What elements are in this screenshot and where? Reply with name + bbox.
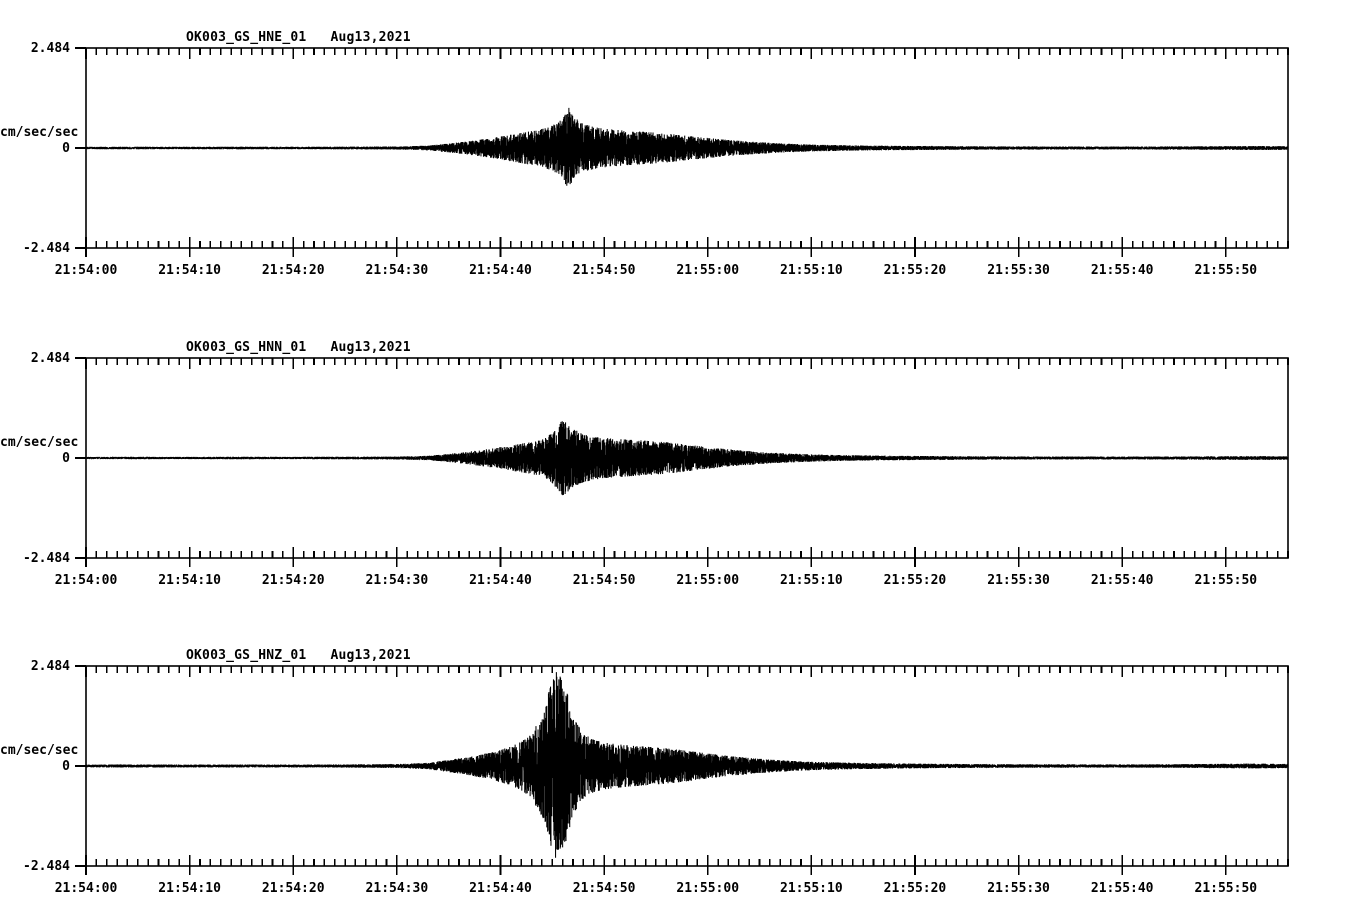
plot-area-hne <box>75 47 1289 257</box>
x-tick-label: 21:54:50 <box>572 881 636 896</box>
x-tick-label: 21:55:40 <box>1090 263 1154 278</box>
waveform-baseline-hne <box>85 131 1289 167</box>
x-tick-label: 21:54:40 <box>469 881 532 896</box>
x-tick-label: 21:55:20 <box>883 573 947 588</box>
plot-area-hnn <box>75 357 1289 567</box>
x-tick-label: 21:54:00 <box>54 881 118 896</box>
x-tick-label: 21:54:30 <box>365 263 429 278</box>
x-tick-label: 21:55:10 <box>780 263 843 278</box>
panel-title-hnz: OK003_GS_HNZ_01 Aug13,2021 <box>186 648 411 663</box>
x-tick-label: 21:55:00 <box>676 881 740 896</box>
x-tick-label: 21:55:00 <box>676 573 740 588</box>
x-tick-label: 21:55:10 <box>780 881 843 896</box>
x-tick-label: 21:55:10 <box>780 573 843 588</box>
x-tick-label: 21:54:30 <box>365 881 429 896</box>
y-axis-units-label-hne: cm/sec/sec <box>0 125 79 140</box>
y-tick-bottom-hne: -2.484 <box>23 241 70 256</box>
x-tick-label: 21:54:00 <box>54 573 118 588</box>
x-tick-label: 21:55:40 <box>1090 573 1154 588</box>
y-axis-ticks <box>75 47 86 249</box>
x-tick-label: 21:54:10 <box>158 263 221 278</box>
x-tick-label: 21:55:30 <box>987 881 1050 896</box>
y-tick-top-hne: 2.484 <box>30 41 70 56</box>
y-axis-units-label-hnn: cm/sec/sec <box>0 435 79 450</box>
waveform-baseline-hnn <box>85 443 1289 471</box>
x-tick-label: 21:55:20 <box>883 881 947 896</box>
x-tick-label: 21:54:30 <box>365 573 429 588</box>
x-tick-label: 21:55:50 <box>1194 263 1258 278</box>
axis-ticks <box>85 48 1289 257</box>
y-tick-mid-hnn: 0 <box>62 451 70 466</box>
y-tick-top-hnz: 2.484 <box>30 659 70 674</box>
x-tick-label: 21:55:30 <box>987 573 1050 588</box>
y-tick-top-hnn: 2.484 <box>30 351 70 366</box>
panel-title-hnn: OK003_GS_HNN_01 Aug13,2021 <box>186 340 411 355</box>
x-tick-label: 21:54:00 <box>54 263 118 278</box>
x-tick-label: 21:54:50 <box>572 263 636 278</box>
panel-title-hne: OK003_GS_HNE_01 Aug13,2021 <box>186 30 411 45</box>
waveform-baseline-hnz <box>85 719 1289 801</box>
axis-ticks <box>85 666 1289 875</box>
y-axis-ticks <box>75 357 86 559</box>
x-tick-label: 21:55:50 <box>1194 881 1258 896</box>
axis-ticks <box>85 358 1289 567</box>
x-tick-label: 21:54:40 <box>469 263 532 278</box>
y-tick-bottom-hnz: -2.484 <box>23 859 70 874</box>
x-tick-label: 21:54:10 <box>158 573 221 588</box>
x-tick-label: 21:55:30 <box>987 263 1050 278</box>
x-tick-label: 21:54:20 <box>261 263 325 278</box>
y-tick-mid-hne: 0 <box>62 141 70 156</box>
x-tick-label: 21:54:20 <box>261 573 325 588</box>
y-axis-units-label-hnz: cm/sec/sec <box>0 743 79 758</box>
x-tick-label: 21:55:00 <box>676 263 740 278</box>
x-tick-label: 21:55:40 <box>1090 881 1154 896</box>
y-axis-ticks <box>75 665 86 867</box>
x-tick-label: 21:54:40 <box>469 573 532 588</box>
y-tick-mid-hnz: 0 <box>62 759 70 774</box>
x-tick-label: 21:54:50 <box>572 573 636 588</box>
waveform-trace-hnz <box>85 672 1289 858</box>
x-tick-label: 21:54:10 <box>158 881 221 896</box>
x-tick-label: 21:55:50 <box>1194 573 1258 588</box>
plot-area-hnz <box>75 665 1289 875</box>
y-tick-bottom-hnn: -2.484 <box>23 551 70 566</box>
x-tick-label: 21:55:20 <box>883 263 947 278</box>
x-tick-label: 21:54:20 <box>261 881 325 896</box>
